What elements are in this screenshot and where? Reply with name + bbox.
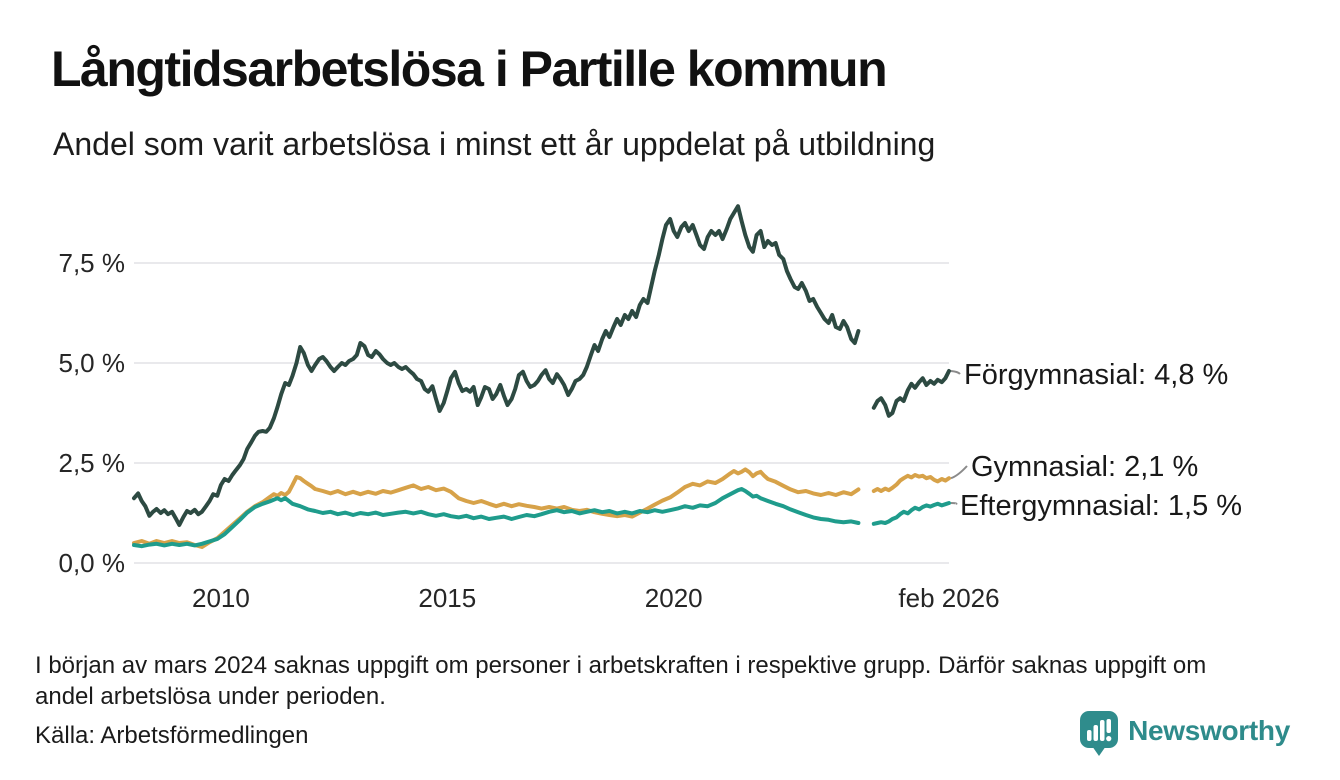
newsworthy-logo-icon xyxy=(1080,711,1119,756)
source-text: Källa: Arbetsförmedlingen xyxy=(35,722,309,749)
series-line-gymnasial xyxy=(871,473,951,493)
newsworthy-brand: Newsworthy xyxy=(1079,710,1290,758)
y-tick-label: 2,5 % xyxy=(58,448,126,478)
series-end-label-forgymnasial: Förgymnasial: 4,8 % xyxy=(964,359,1229,391)
x-tick-label: 2020 xyxy=(644,583,703,613)
x-tick-label: feb 2026 xyxy=(898,583,1000,613)
y-tick-label: 0,0 % xyxy=(58,548,126,578)
label-connector-eftergymnasial xyxy=(950,502,958,505)
footnote-line-2: andel arbetslösa under perioden. xyxy=(35,683,386,710)
series-line-eftergymnasial xyxy=(132,487,861,549)
series-line-eftergymnasial xyxy=(871,501,951,526)
x-tick-label: 2010 xyxy=(192,583,250,613)
series-line-gymnasial xyxy=(132,467,861,549)
newsworthy-logo-text: Newsworthy xyxy=(1128,715,1290,746)
series-end-label-gymnasial: Gymnasial: 2,1 % xyxy=(971,451,1199,483)
page-subtitle: Andel som varit arbetslösa i minst ett å… xyxy=(53,126,936,162)
label-connector-gymnasial xyxy=(950,465,968,480)
footnote-line-1: I början av mars 2024 saknas uppgift om … xyxy=(35,652,1207,679)
series-line-forgymnasial xyxy=(132,204,861,527)
y-tick-label: 7,5 % xyxy=(58,248,126,278)
series-end-label-eftergymnasial: Eftergymnasial: 1,5 % xyxy=(960,490,1243,522)
page-title: Långtidsarbetslösa i Partille kommun xyxy=(51,41,888,97)
y-tick-label: 5,0 % xyxy=(58,348,126,378)
x-tick-label: 2015 xyxy=(418,583,477,613)
label-connector-forgymnasial xyxy=(950,370,961,375)
series-line-forgymnasial xyxy=(871,369,951,418)
